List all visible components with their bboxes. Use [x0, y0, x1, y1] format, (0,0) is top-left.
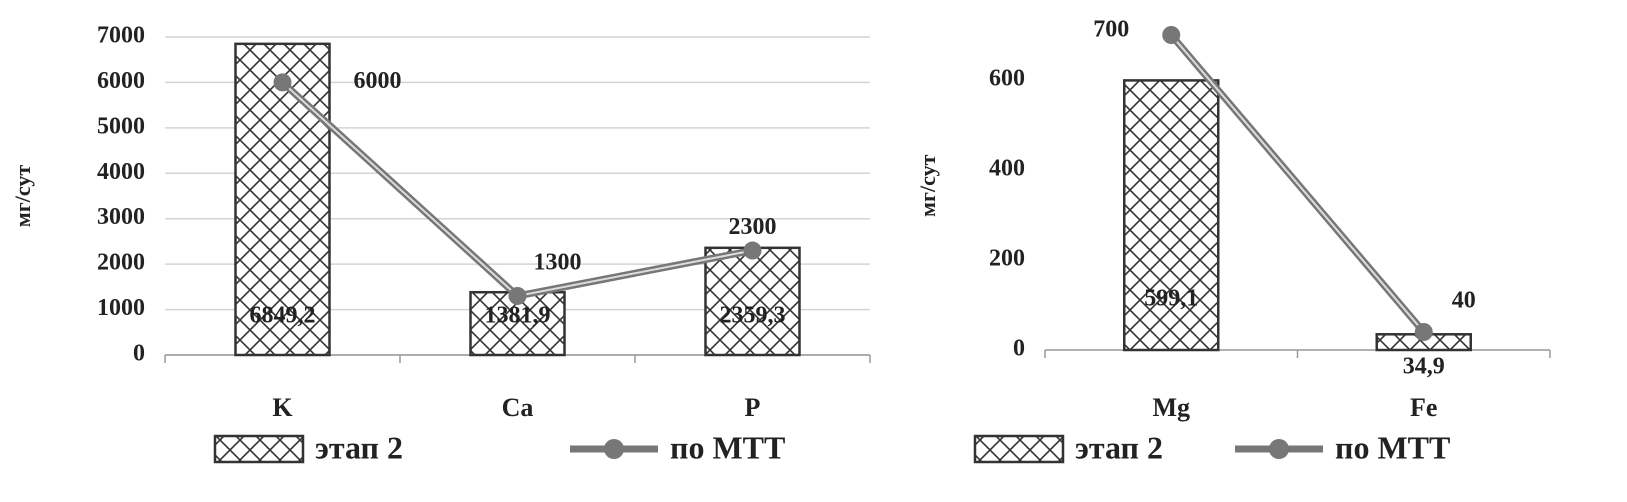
bar — [469, 290, 566, 357]
y-tick-label: 0 — [1013, 336, 1025, 362]
bar-value-label: 6849,2 — [250, 303, 316, 329]
legend-label: этап 2 — [315, 429, 403, 465]
bar — [234, 42, 331, 357]
x-tick-label: P — [745, 393, 761, 422]
y-tick-label: 6000 — [97, 68, 145, 94]
legend-label: по МТТ — [1335, 429, 1450, 465]
line-value-label: 1300 — [534, 249, 582, 275]
y-tick-label: 4000 — [97, 159, 145, 185]
line-marker — [743, 241, 762, 260]
y-tick-label: 7000 — [97, 23, 145, 49]
y-axis-title: мг/сут — [10, 165, 35, 228]
line-marker — [508, 286, 527, 305]
bar — [704, 246, 801, 357]
legend-swatch — [213, 434, 305, 464]
legend-swatch — [973, 434, 1065, 464]
line-value-label: 6000 — [354, 68, 402, 94]
y-tick-label: 2000 — [97, 250, 145, 276]
line-inner — [1170, 34, 1425, 333]
y-tick-label: 3000 — [97, 204, 145, 230]
y-tick-label: 5000 — [97, 113, 145, 139]
x-tick-label: Mg — [1152, 393, 1190, 422]
legend-marker — [1269, 439, 1289, 459]
x-tick-label: Fe — [1410, 393, 1437, 422]
line-marker — [273, 73, 292, 92]
x-tick-label: K — [272, 393, 293, 422]
y-tick-label: 200 — [989, 246, 1025, 272]
bar — [1123, 79, 1220, 352]
bar-value-label: 34,9 — [1403, 354, 1445, 380]
line-marker — [1414, 323, 1433, 341]
y-tick-label: 1000 — [97, 295, 145, 321]
bar-value-label: 599,1 — [1144, 286, 1198, 312]
line-value-label: 40 — [1452, 288, 1476, 314]
y-axis-title: мг/сут — [915, 154, 940, 217]
legend-marker — [604, 439, 624, 459]
legend-label: по МТТ — [670, 429, 785, 465]
line-value-label: 700 — [1093, 17, 1129, 43]
bar-value-label: 1381,9 — [485, 303, 551, 329]
bar-value-label: 2359,3 — [720, 303, 786, 329]
y-tick-label: 600 — [989, 66, 1025, 92]
x-tick-label: Ca — [502, 393, 534, 422]
y-tick-label: 0 — [133, 341, 145, 367]
line-marker — [1162, 26, 1181, 44]
y-tick-label: 400 — [989, 156, 1025, 182]
line-value-label: 2300 — [729, 214, 777, 240]
legend-label: этап 2 — [1075, 429, 1163, 465]
